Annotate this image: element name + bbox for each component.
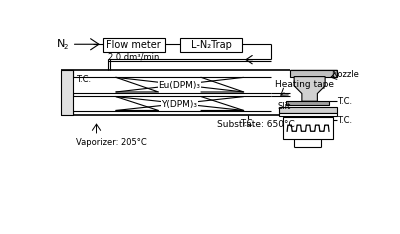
Bar [286, 101, 329, 105]
Polygon shape [294, 77, 325, 101]
Text: T.C.: T.C. [240, 119, 255, 128]
Text: Heating tape: Heating tape [275, 80, 334, 89]
Bar [279, 113, 337, 116]
Text: Slit: Slit [277, 102, 290, 111]
Text: T.C.: T.C. [337, 97, 352, 106]
Bar [61, 70, 73, 115]
Bar [180, 38, 242, 52]
Text: L-N₂Trap: L-N₂Trap [191, 40, 232, 50]
Text: 2.0 dm³/min: 2.0 dm³/min [108, 53, 159, 62]
Bar [290, 70, 337, 77]
Text: Nozzle: Nozzle [331, 70, 359, 79]
Text: Y(DPM)₃: Y(DPM)₃ [162, 100, 198, 109]
Text: N: N [57, 39, 65, 49]
Text: T.C.: T.C. [337, 116, 352, 125]
Text: Vaporizer: 205°C: Vaporizer: 205°C [76, 138, 146, 147]
Bar [279, 107, 337, 113]
Text: 2: 2 [63, 44, 68, 50]
Text: Eu(DPM)₃: Eu(DPM)₃ [158, 81, 200, 90]
Text: Substrate: 650°C: Substrate: 650°C [217, 121, 294, 129]
Bar [282, 117, 333, 139]
Text: Flow meter: Flow meter [106, 40, 161, 50]
Bar [103, 38, 165, 52]
Text: T.C.: T.C. [76, 75, 91, 84]
